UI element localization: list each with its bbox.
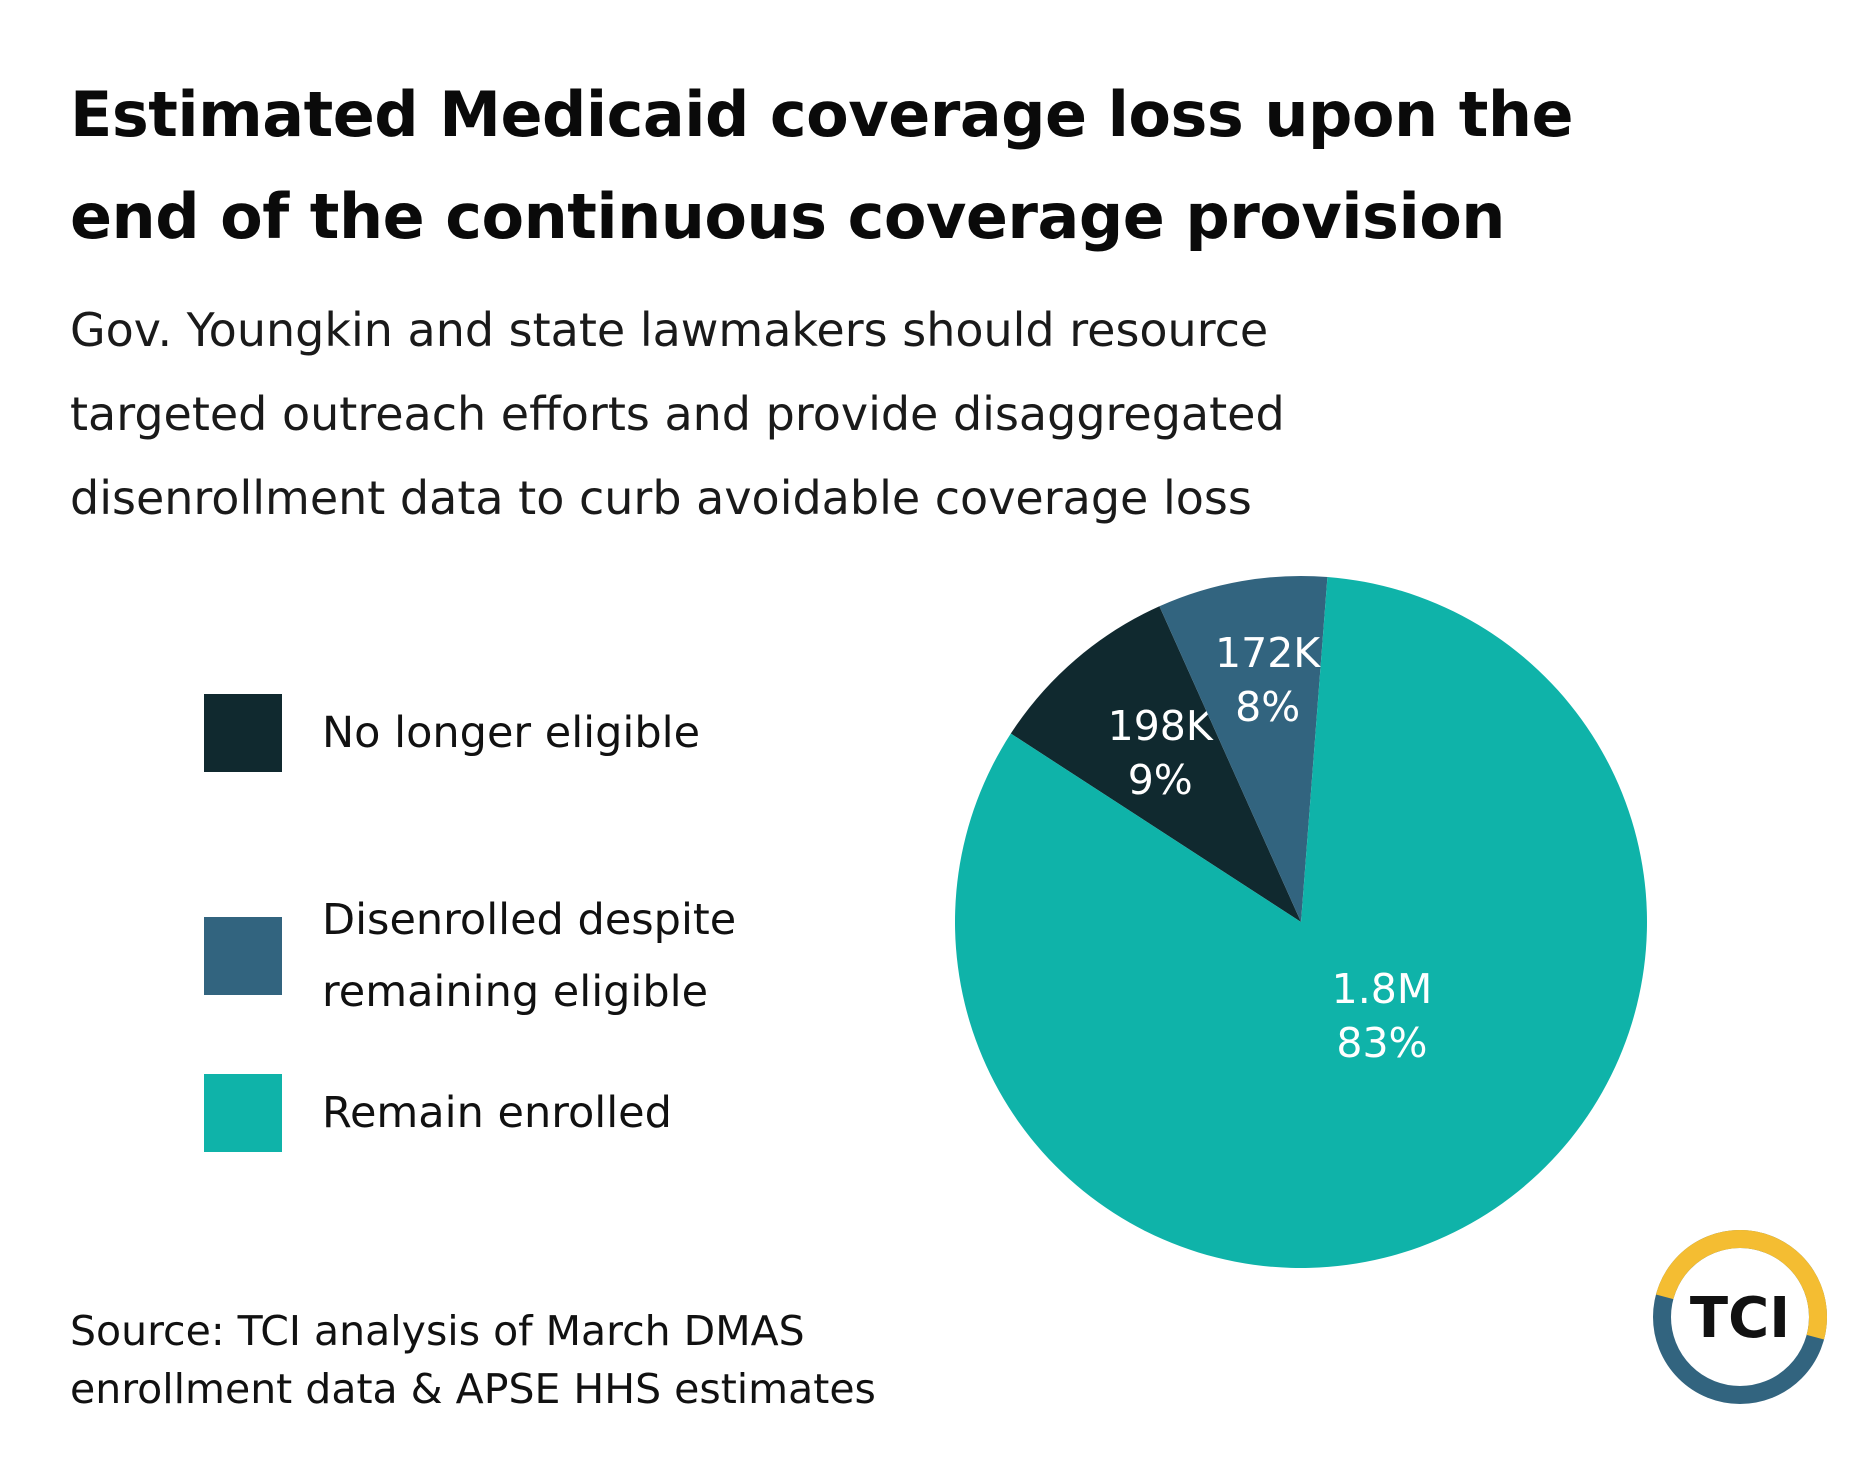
chart-subtitle-line: disenrollment data to curb avoidable cov… [70,471,1252,525]
pie-slice-remain-enrolled [955,577,1647,1268]
logo-text: TCI [1690,1286,1790,1351]
slice-value-label-remain-enrolled: 1.8M [1332,965,1433,1013]
slice-percent-label-disenrolled-eligible: 8% [1235,683,1300,731]
slice-value-label-no-longer-eligible: 198K [1108,702,1214,750]
legend-label: Remain enrolled [322,1077,672,1149]
legend-swatch [204,694,282,772]
legend-label-line: Remain enrolled [322,1088,672,1138]
legend-label-line: Disenrolled despite [322,895,737,945]
pie-slice-no-longer-eligible [1010,606,1301,922]
chart-title-line: Estimated Medicaid coverage loss upon th… [70,78,1574,151]
legend-item-disenrolled-eligible: Disenrolled despite remaining eligible [204,884,736,1028]
chart-title: Estimated Medicaid coverage loss upon th… [70,64,1830,268]
tci-logo: TCI [1653,1230,1827,1404]
source-note-line: enrollment data & APSE HHS estimates [70,1365,876,1413]
slice-value-label-disenrolled-eligible: 172K [1215,629,1321,677]
logo-ring-yellow [1655,1230,1827,1340]
legend-item-no-longer-eligible: No longer eligible [204,694,700,772]
slice-percent-label-no-longer-eligible: 9% [1128,756,1193,804]
legend-swatch [204,1074,282,1152]
chart-subtitle-line: targeted outreach efforts and provide di… [70,387,1285,441]
legend-label-line: remaining eligible [322,967,709,1017]
logo-center [1680,1257,1800,1377]
legend-label: No longer eligible [322,697,700,769]
chart-subtitle-line: Gov. Youngkin and state lawmakers should… [70,303,1269,357]
slice-percent-label-remain-enrolled: 83% [1336,1019,1427,1067]
chart-title-line: end of the continuous coverage provision [70,180,1505,253]
source-note: Source: TCI analysis of March DMAS enrol… [70,1302,876,1418]
legend-label-line: No longer eligible [322,708,701,758]
source-note-line: Source: TCI analysis of March DMAS [70,1307,805,1355]
chart-subtitle: Gov. Youngkin and state lawmakers should… [70,288,1770,540]
legend-swatch [204,917,282,995]
pie-slice-disenrolled-eligible [1159,576,1328,922]
legend-item-remain-enrolled: Remain enrolled [204,1074,672,1152]
legend-label: Disenrolled despite remaining eligible [322,884,736,1028]
